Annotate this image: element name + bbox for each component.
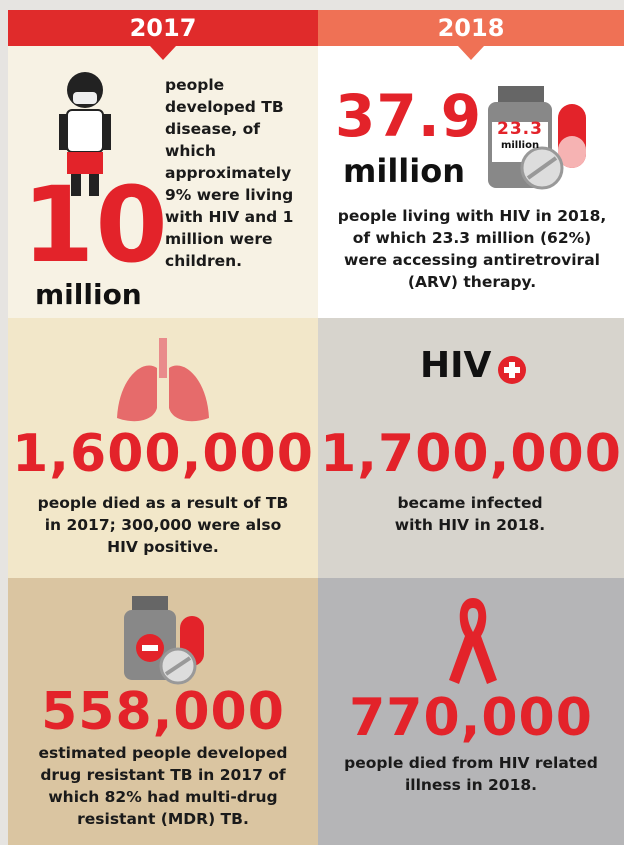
pill-bottle-icon <box>120 596 210 686</box>
big-number: 1,700,000 <box>318 424 624 484</box>
big-number: 558,000 <box>8 684 318 740</box>
big-number: 1,600,000 <box>8 424 318 484</box>
infographic: 2017 2018 10 million people developed TB… <box>0 0 624 845</box>
description: people died as a result of TB in 2017; 3… <box>28 492 298 558</box>
cross-icon <box>497 355 527 385</box>
big-number: 770,000 <box>318 690 624 746</box>
icon-number: 23.3 <box>492 120 548 138</box>
unit: million <box>35 278 142 311</box>
description: estimated people developed drug resistan… <box>30 742 296 830</box>
lungs-icon <box>113 338 213 428</box>
description: people died from HIV related illness in … <box>340 752 602 796</box>
big-number: 37.9 <box>335 86 470 146</box>
hiv-label: HIV <box>420 345 491 386</box>
description: became infected with HIV in 2018. <box>380 492 560 536</box>
description: people developed TB disease, of which ap… <box>165 74 305 272</box>
unit: million <box>343 152 465 190</box>
big-number: 10 <box>22 175 152 275</box>
ribbon-icon <box>443 588 503 688</box>
description: people living with HIV in 2018, of which… <box>332 205 612 293</box>
icon-unit: million <box>495 140 545 151</box>
